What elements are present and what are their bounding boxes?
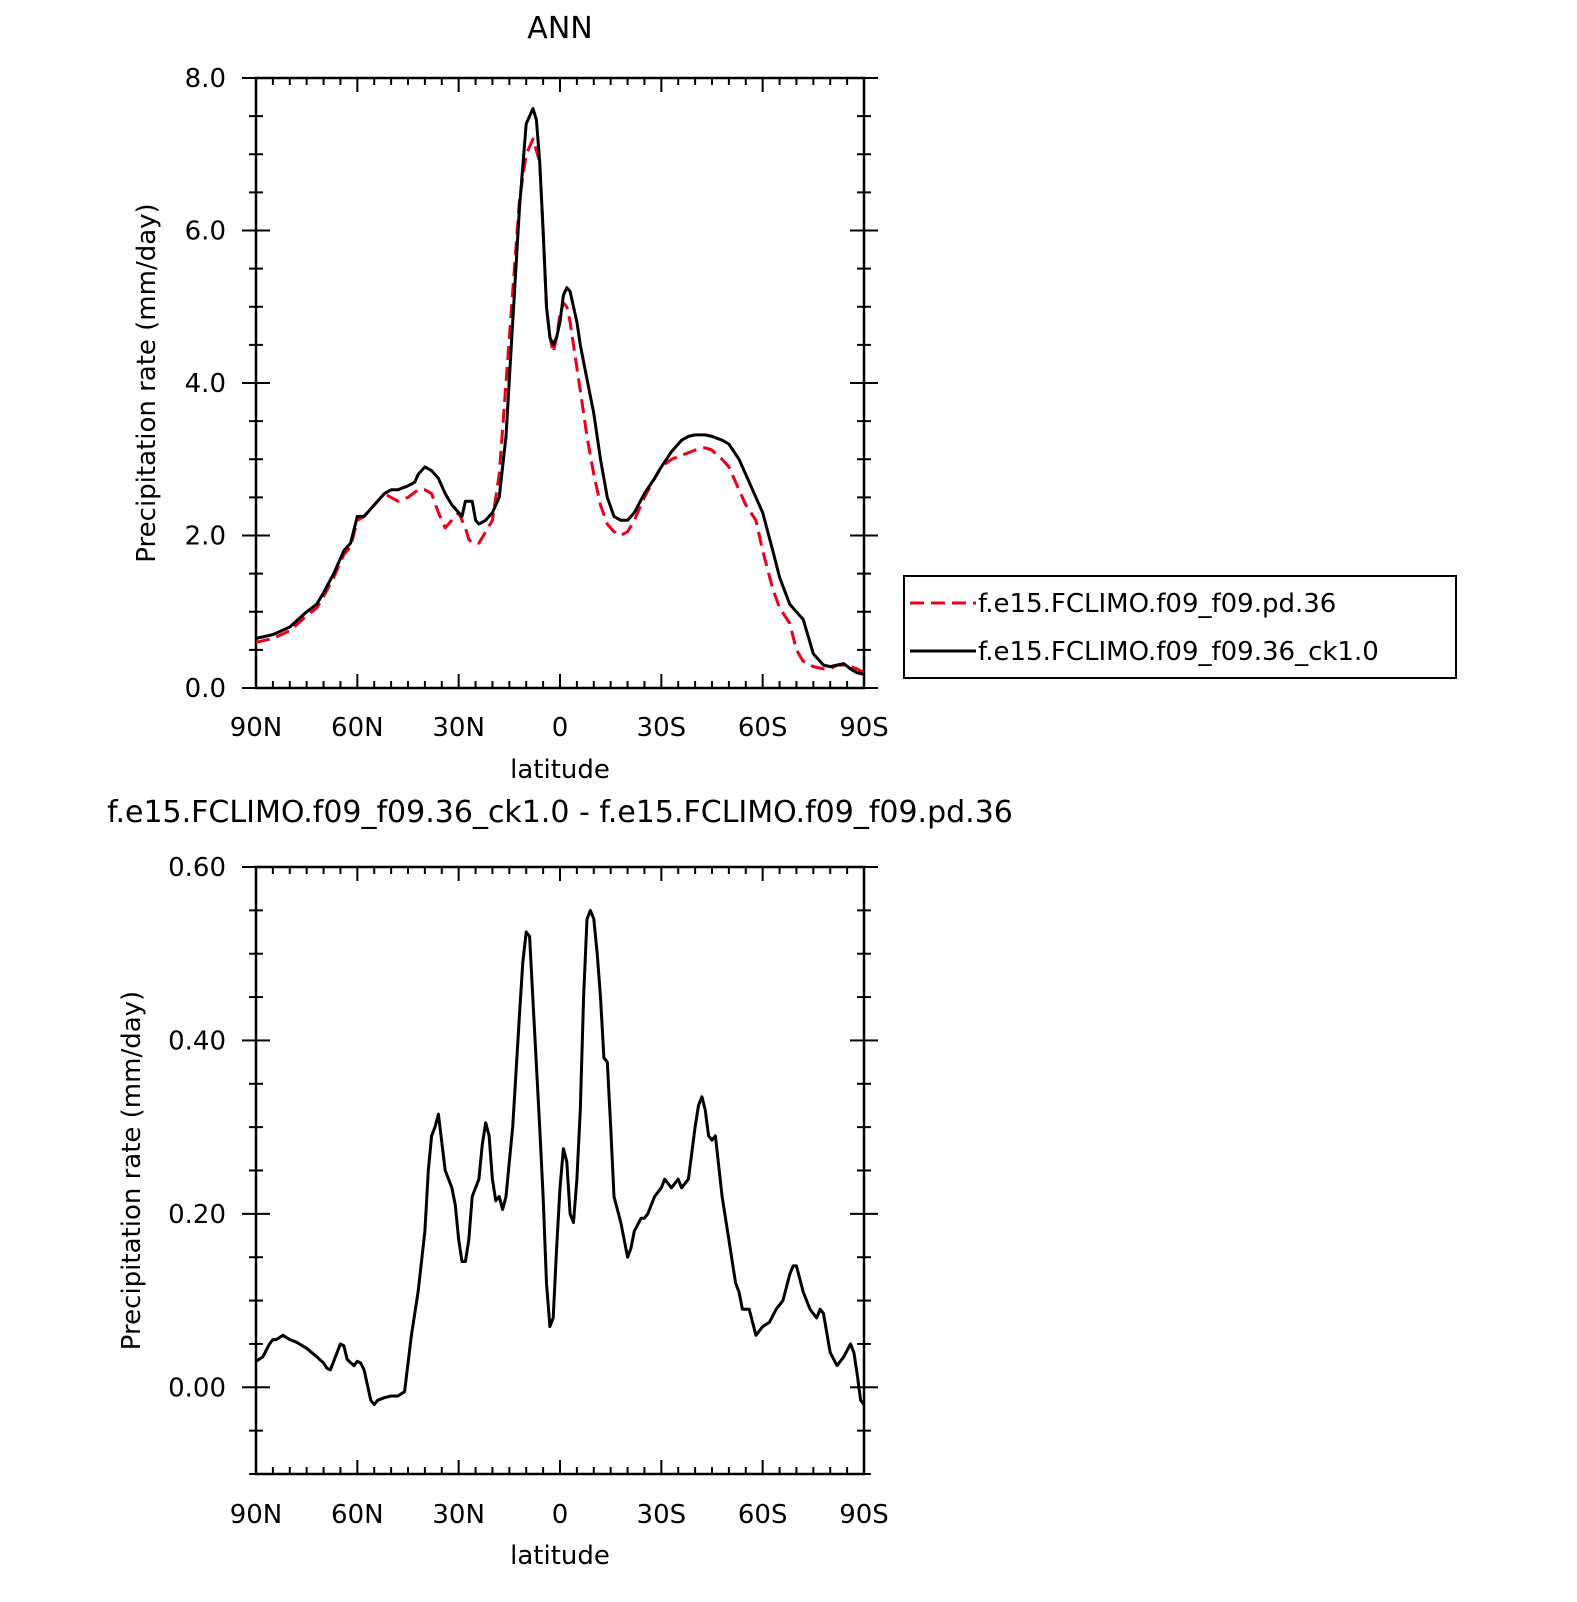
x-tick-label: 60N (331, 713, 384, 743)
x-tick-label: 0 (552, 1500, 569, 1530)
y-tick-label: 6.0 (185, 217, 226, 247)
x-tick-label: 90N (230, 1500, 283, 1530)
y-tick-label: 0.00 (168, 1373, 226, 1403)
y-tick-label: 0.0 (185, 674, 226, 704)
x-tick-label: 30S (637, 1500, 687, 1530)
panel-bottom: 90N 60N 30N 0 30S 60S 90S 0.00 0.20 0.40 0.60 f.e15… (107, 795, 1013, 1571)
panel-top: 90N 60N 30N 0 30S 60S 90S 0.0 2.0 4.0 6.0 8.0 ANN lat… (132, 11, 1457, 785)
x-tick-label: 30N (432, 1500, 485, 1530)
x-axis-title: latitude (510, 1541, 610, 1571)
y-tick-label: 2.0 (185, 522, 226, 552)
x-axis-title: latitude (510, 755, 610, 785)
legend-label: f.e15.FCLIMO.f09_f09.pd.36 (978, 589, 1336, 619)
plot-frame (254, 76, 866, 690)
y-tick-label: 0.20 (168, 1200, 226, 1230)
y-tick-label: 0.40 (168, 1026, 226, 1056)
plot-frame (254, 865, 866, 1476)
legend-label: f.e15.FCLIMO.f09_f09.36_ck1.0 (978, 637, 1379, 667)
y-tick-label: 8.0 (185, 64, 226, 94)
y-axis-title: Precipitation rate (mm/day) (117, 991, 147, 1350)
y-tick-label: 4.0 (185, 369, 226, 399)
x-tick-label: 0 (552, 713, 569, 743)
x-tick-label: 30S (637, 713, 687, 743)
plot-title: f.e15.FCLIMO.f09_f09.36_ck1.0 - f.e15.FC… (107, 795, 1013, 830)
x-tick-label: 90N (230, 713, 283, 743)
x-tick-label: 90S (839, 1500, 889, 1530)
y-tick-label: 0.60 (168, 853, 226, 883)
x-tick-label: 60S (738, 1500, 788, 1530)
x-tick-label: 90S (839, 713, 889, 743)
series-line-1 (255, 107, 865, 676)
legend-box (903, 575, 1457, 679)
plot-title: ANN (527, 11, 592, 46)
y-axis-title: Precipitation rate (mm/day) (132, 203, 162, 562)
series-line-0 (255, 908, 866, 1407)
x-tick-label: 30N (432, 713, 485, 743)
x-tick-label: 60S (738, 713, 788, 743)
x-tick-label: 60N (331, 1500, 384, 1530)
series-line-0 (255, 137, 865, 675)
